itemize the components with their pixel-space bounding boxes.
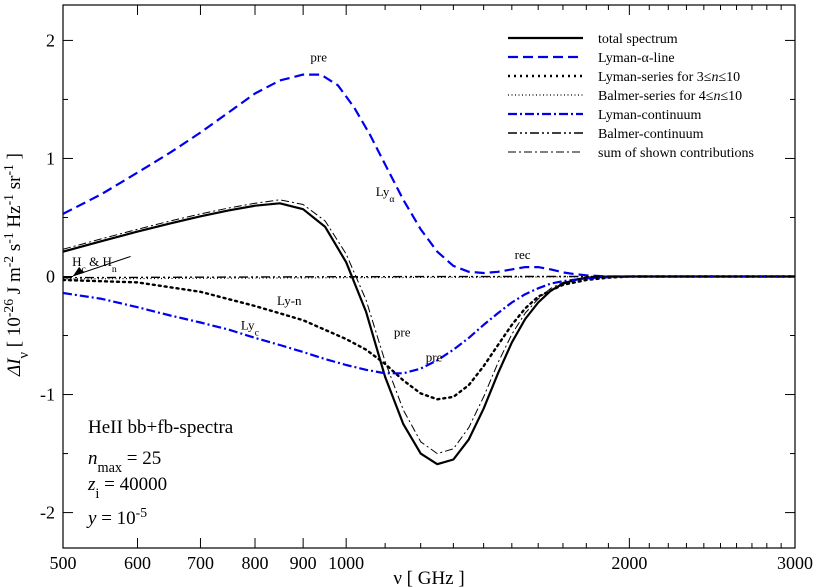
legend-label-2: Lyman-series for 3≤n≤10 — [598, 70, 740, 85]
legend-label-0: total spectrum — [598, 32, 678, 47]
legend-label-6: sum of shown contributions — [598, 146, 754, 161]
x-tick-label: 800 — [242, 553, 269, 573]
x-tick-label: 600 — [124, 553, 151, 573]
y-axis-label: ΔIν [ 10-26 J m-2 s-1 Hz-1 sr-1 ] — [1, 153, 33, 377]
annotation-6: pre — [426, 349, 443, 364]
legend-label-4: Lyman-continuum — [598, 108, 702, 123]
x-tick-label: 1000 — [328, 553, 364, 573]
annotation-2: rec — [515, 247, 531, 262]
y-tick-label: -2 — [40, 503, 55, 523]
info-nmax: nmax = 25 — [88, 448, 161, 476]
x-tick-label: 900 — [290, 553, 317, 573]
x-tick-label: 700 — [187, 553, 214, 573]
annotation-5: pre — [394, 325, 411, 340]
annotation-1: Lyα — [376, 184, 395, 205]
legend-label-3: Balmer-series for 4≤n≤10 — [598, 89, 742, 104]
y-tick-label: 1 — [46, 148, 55, 168]
y-tick-label: 2 — [46, 30, 55, 50]
y-tick-label: 0 — [46, 267, 55, 287]
x-tick-label: 2000 — [611, 553, 647, 573]
series-line-2 — [63, 275, 795, 401]
info-title: HeII bb+fb-spectra — [88, 417, 234, 438]
x-tick-label: 3000 — [777, 553, 813, 573]
annotation-0: pre — [310, 50, 327, 65]
x-axis-label: ν [ GHz ] — [393, 568, 464, 587]
series-line-1 — [63, 73, 795, 278]
annotation-4: Lyc — [241, 318, 260, 339]
x-tick-label: 500 — [50, 553, 77, 573]
plot-area: 500 600 700 800 900 1000 2000 3000 -2 -1 0 1 2 ν [ GH… — [1, 4, 813, 587]
info-zi: zi = 40000 — [87, 474, 167, 502]
annotation-arrowhead — [73, 266, 85, 276]
y-tick-label: -1 — [40, 385, 55, 405]
series-line-0 — [63, 202, 795, 466]
legend-label-5: Balmer-continuum — [598, 127, 704, 142]
series-line-6 — [63, 199, 795, 455]
legend-label-1: Lyman-α-line — [598, 51, 675, 66]
series-line-4 — [63, 275, 795, 375]
info-y: y = 10-5 — [86, 505, 147, 530]
annotation-3: Ly-n — [277, 293, 302, 308]
